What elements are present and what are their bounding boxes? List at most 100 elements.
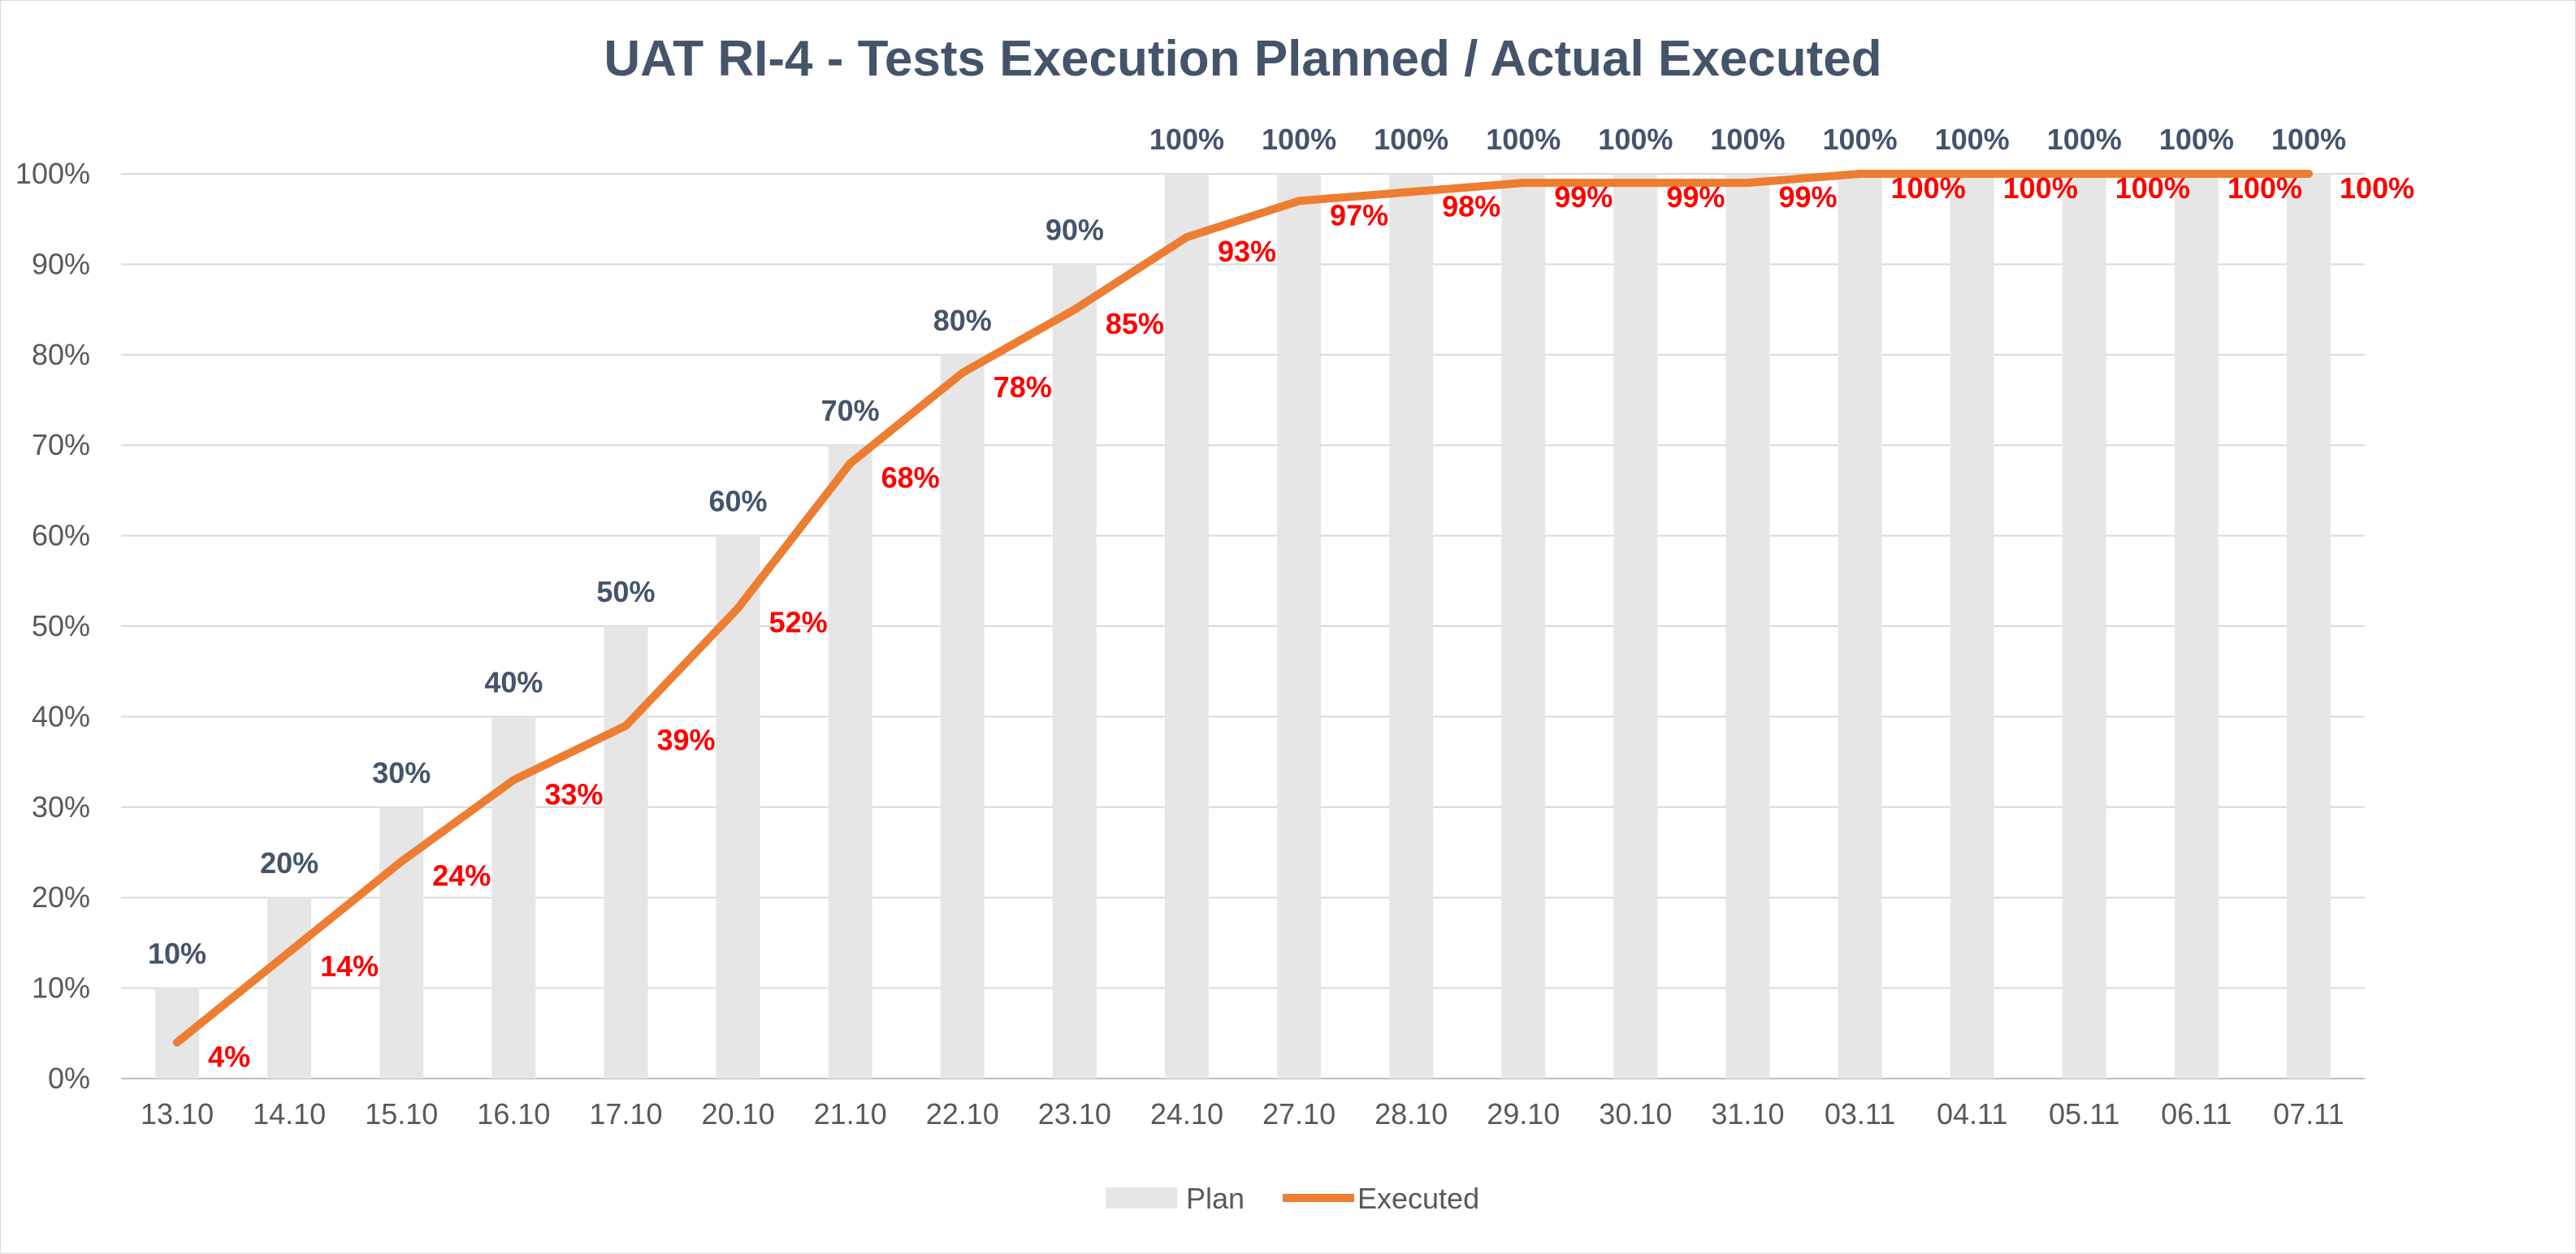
executed-point <box>1968 170 1976 178</box>
plan-bar <box>716 535 760 1079</box>
plan-bar <box>1950 174 1994 1079</box>
executed-point <box>1070 305 1079 314</box>
executed-point <box>1631 179 1640 188</box>
plan-data-label: 100% <box>2271 123 2346 156</box>
legend-plan-label: Plan <box>1186 1182 1245 1215</box>
executed-data-label: 100% <box>2003 171 2078 205</box>
executed-point <box>509 776 518 785</box>
executed-data-label: 100% <box>2115 171 2190 205</box>
y-tick-label: 100% <box>15 157 90 190</box>
plan-data-label: 100% <box>2047 123 2122 156</box>
plan-bar <box>828 445 872 1079</box>
executed-data-label: 99% <box>1778 180 1837 214</box>
plan-bar <box>1725 174 1770 1079</box>
plan-bar <box>1501 174 1546 1079</box>
executed-data-label: 52% <box>769 606 828 639</box>
y-axis-ticks: 0% 10% 20% 30% 40% 50% 60% 70% 80% 90% 100% <box>15 157 90 1095</box>
executed-data-label: 68% <box>881 461 940 494</box>
plan-data-label: 100% <box>1598 123 1673 156</box>
y-tick-label: 30% <box>32 790 90 824</box>
plan-bar <box>1613 174 1658 1079</box>
x-tick-label: 16.10 <box>477 1097 550 1131</box>
plan-data-label: 70% <box>821 394 880 427</box>
plan-data-label: 50% <box>596 575 655 608</box>
executed-data-labels: 4% 14% 24% 33% 39% 52% 68% 78% 85% 93% 97% 98% 99% 99… <box>208 171 2414 1073</box>
plan-bar <box>604 626 648 1079</box>
plan-data-label: 100% <box>1486 123 1561 156</box>
plan-bar <box>1389 174 1434 1079</box>
x-tick-label: 24.10 <box>1150 1097 1223 1131</box>
executed-point <box>846 459 855 468</box>
x-tick-label: 05.11 <box>2049 1097 2119 1131</box>
x-tick-label: 29.10 <box>1487 1097 1560 1131</box>
executed-point <box>1407 188 1416 197</box>
plan-data-label: 80% <box>933 304 992 337</box>
executed-data-label: 100% <box>1891 171 1966 205</box>
executed-point <box>1855 170 1864 178</box>
executed-point <box>2304 170 2313 178</box>
executed-data-label: 78% <box>994 370 1052 404</box>
x-tick-label: 27.10 <box>1262 1097 1336 1131</box>
y-tick-label: 50% <box>32 609 90 642</box>
executed-point <box>397 857 406 866</box>
executed-line <box>173 170 2313 1047</box>
y-tick-label: 10% <box>32 971 90 1005</box>
executed-data-label: 100% <box>2227 171 2302 205</box>
plan-bar <box>2286 174 2331 1079</box>
x-tick-label: 15.10 <box>365 1097 438 1131</box>
x-tick-label: 06.11 <box>2161 1097 2232 1131</box>
plan-data-label: 100% <box>2159 123 2234 156</box>
y-tick-label: 0% <box>48 1062 90 1095</box>
plan-bar <box>267 897 312 1079</box>
x-tick-label: 07.11 <box>2273 1097 2344 1131</box>
plan-bar <box>2062 174 2106 1079</box>
executed-data-label: 99% <box>1666 180 1725 214</box>
gridlines <box>121 173 2365 1079</box>
plan-bar <box>1838 174 1882 1079</box>
plan-data-label: 100% <box>1262 123 1336 156</box>
x-tick-label: 21.10 <box>814 1097 887 1131</box>
plan-data-label: 100% <box>1935 123 2010 156</box>
executed-point <box>2192 170 2201 178</box>
x-tick-label: 28.10 <box>1375 1097 1448 1131</box>
plan-data-label: 10% <box>148 937 206 971</box>
executed-data-label: 39% <box>656 724 715 757</box>
plan-data-label: 100% <box>1823 123 1898 156</box>
executed-data-label: 93% <box>1218 235 1276 268</box>
x-axis-ticks: 13.10 14.10 15.10 16.10 17.10 20.10 21.10 22.10… <box>141 1097 2344 1131</box>
executed-point <box>1743 179 1752 188</box>
x-tick-label: 20.10 <box>702 1097 775 1131</box>
x-tick-label: 30.10 <box>1599 1097 1672 1131</box>
x-tick-label: 23.10 <box>1038 1097 1111 1131</box>
y-tick-label: 40% <box>32 699 90 733</box>
chart-title: UAT RI-4 - Tests Execution Planned / Act… <box>604 31 1881 87</box>
legend: Plan Executed <box>1106 1182 1479 1215</box>
x-tick-label: 14.10 <box>253 1097 326 1131</box>
plan-bar <box>1052 264 1097 1079</box>
plan-data-label: 60% <box>709 485 768 518</box>
executed-data-label: 85% <box>1106 307 1164 340</box>
plan-data-label: 100% <box>1149 123 1224 156</box>
executed-point <box>958 369 967 378</box>
legend-plan-swatch <box>1106 1187 1177 1209</box>
executed-point <box>621 721 630 730</box>
x-tick-label: 17.10 <box>589 1097 662 1131</box>
executed-point <box>285 948 294 957</box>
executed-data-label: 33% <box>544 777 603 811</box>
plan-data-labels: 10% 20% 30% 40% 50% 60% 70% 80% 90% 100% 100% 100% 1… <box>148 123 2346 971</box>
executed-point <box>1295 197 1304 205</box>
plan-bars <box>155 174 2331 1079</box>
executed-data-label: 4% <box>208 1040 250 1073</box>
plan-bar <box>2174 174 2219 1079</box>
executed-data-label: 98% <box>1442 189 1500 223</box>
plan-data-label: 90% <box>1046 213 1104 246</box>
x-tick-label: 03.11 <box>1825 1097 1895 1131</box>
plan-data-label: 30% <box>372 756 431 789</box>
y-tick-label: 60% <box>32 519 90 552</box>
y-tick-label: 70% <box>32 428 90 461</box>
executed-point <box>173 1038 182 1047</box>
plan-bar <box>1164 174 1209 1079</box>
executed-data-label: 97% <box>1330 198 1388 231</box>
